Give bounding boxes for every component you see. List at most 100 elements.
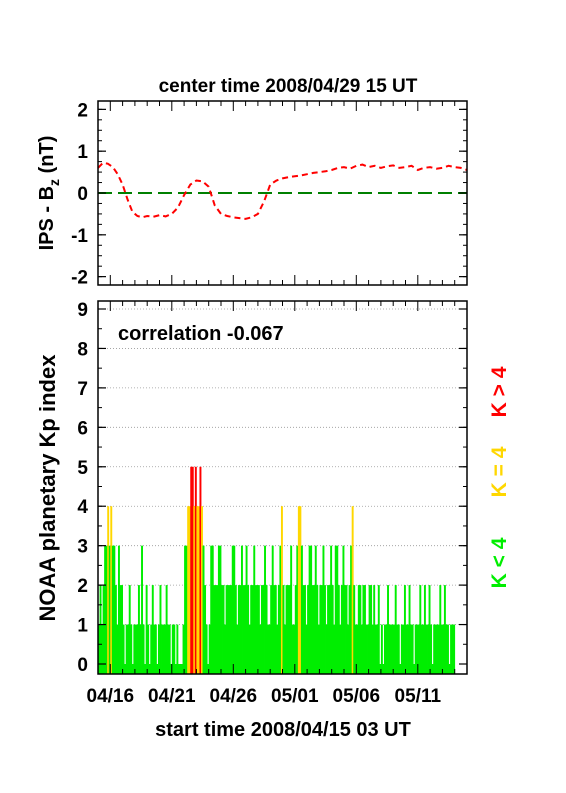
kp-bar (388, 624, 391, 674)
kp-bar (237, 585, 240, 674)
kp-bar (168, 624, 171, 674)
kp-bar (407, 624, 409, 674)
kp-bar (403, 585, 406, 674)
kp-bar (290, 545, 293, 674)
kp-bar (428, 585, 431, 674)
kp-bar (165, 585, 168, 674)
kp-bar (433, 624, 436, 674)
kp-bar (408, 585, 411, 674)
kp-bar (280, 506, 283, 674)
kp-bar (239, 585, 242, 674)
kp-bar (363, 585, 366, 674)
kp-bar (410, 624, 413, 674)
kp-bar (297, 506, 300, 674)
bz-y-tick-label: 0 (77, 184, 88, 205)
kp-bar (264, 545, 266, 674)
kp-x-ticks: 04/16 04/21 04/26 05/01 05/06 05/11 (87, 301, 468, 707)
kp-x-tick-label: 05/06 (333, 686, 381, 707)
kp-bar (148, 664, 151, 674)
kp-bar (102, 585, 105, 674)
bz-y-label-main: IPS - B (36, 186, 58, 250)
kp-bar (354, 624, 357, 674)
kp-bar (231, 545, 234, 674)
kp-bar (451, 624, 454, 674)
kp-bar (114, 585, 117, 674)
kp-bar (196, 506, 199, 674)
kp-bar (162, 624, 165, 674)
kp-bar (422, 624, 425, 674)
kp-bar (331, 585, 334, 674)
kp-bar (340, 585, 343, 674)
kp-bar (345, 585, 348, 674)
kp-bar (308, 545, 311, 674)
bz-series-line (97, 161, 468, 220)
kp-bar (251, 585, 254, 674)
kp-bar (300, 545, 303, 674)
kp-bar (244, 585, 246, 674)
kp-bar (111, 545, 114, 674)
kp-bar (185, 545, 188, 674)
kp-bar (336, 545, 339, 674)
kp-bar (124, 664, 127, 674)
kp-bar (344, 585, 346, 674)
kp-bar (202, 545, 205, 674)
kp-bar (117, 545, 120, 674)
kp-bar (151, 585, 154, 674)
kp-bar (314, 545, 317, 674)
kp-bar (182, 624, 185, 674)
kp-bar (322, 545, 325, 674)
kp-bar (362, 585, 365, 674)
kp-bar (427, 624, 429, 674)
kp-bar (227, 585, 230, 674)
kp-bar (221, 585, 223, 674)
kp-bar (319, 585, 322, 674)
bz-y-tick-label: 1 (77, 142, 88, 163)
kp-bar (423, 585, 426, 674)
kp-y-tick-label: 1 (77, 616, 88, 637)
kp-bar (350, 545, 353, 674)
kp-bar (288, 585, 291, 674)
kp-bar (110, 506, 113, 674)
kp-bar (205, 624, 208, 674)
kp-bar (211, 545, 214, 674)
kp-bar (293, 624, 296, 674)
kp-bar (271, 545, 274, 674)
kp-bar (383, 624, 386, 674)
kp-bar (414, 624, 417, 674)
kp-bar (304, 585, 306, 674)
kp-legend-item: K > 4 (488, 366, 511, 417)
kp-bar (242, 585, 245, 674)
bz-y-tick-label: -1 (71, 226, 88, 247)
kp-bar (382, 664, 385, 674)
kp-correlation-annotation: correlation -0.067 (118, 323, 284, 345)
kp-bar (317, 624, 320, 674)
kp-bar (208, 624, 211, 674)
kp-bar (142, 624, 145, 674)
kp-bar (402, 624, 405, 674)
kp-y-tick-label: 7 (77, 379, 88, 400)
kp-bar (228, 585, 231, 674)
kp-bar (262, 585, 265, 674)
kp-bar (108, 545, 111, 674)
kp-y-tick-label: 5 (77, 458, 88, 479)
kp-bar (348, 585, 351, 674)
kp-bar (188, 506, 191, 674)
kp-bar (310, 545, 313, 674)
kp-bar (107, 506, 110, 674)
kp-bar (405, 624, 408, 674)
kp-y-tick-label: 8 (77, 339, 88, 360)
kp-bar (144, 664, 147, 674)
kp-bar (360, 624, 363, 674)
kp-bar (119, 585, 122, 674)
kp-bar (136, 624, 139, 674)
kp-y-tick-label: 3 (77, 537, 88, 558)
kp-y-tick-label: 0 (77, 655, 88, 676)
kp-bar (419, 585, 422, 674)
kp-bar (416, 624, 419, 674)
kp-bar (327, 585, 330, 674)
kp-bar (173, 624, 176, 674)
kp-bar (420, 624, 423, 674)
kp-bar (377, 585, 380, 674)
kp-bar (177, 664, 180, 674)
